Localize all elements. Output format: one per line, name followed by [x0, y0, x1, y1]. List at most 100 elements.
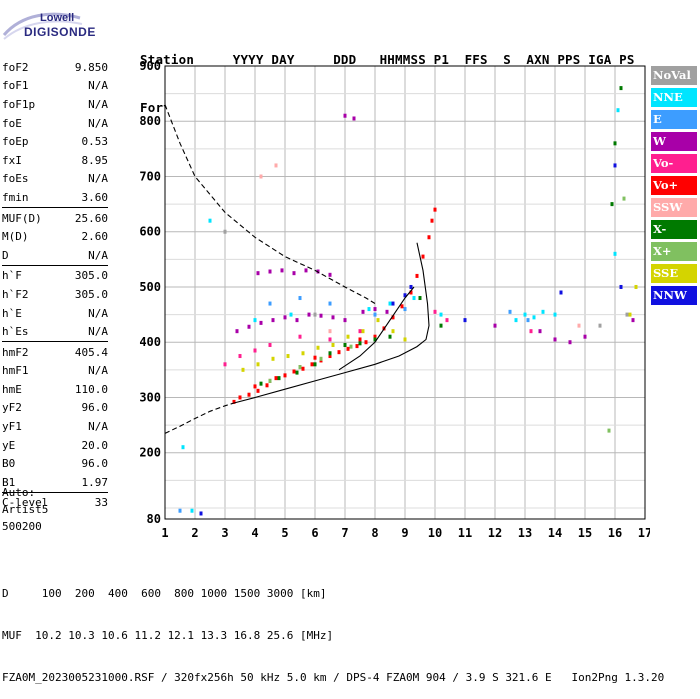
echo-point-sse: [286, 354, 290, 359]
param-name: h`E: [2, 306, 22, 320]
echo-point-vo: [247, 392, 251, 397]
echo-point-w: [631, 318, 635, 323]
echo-point-nne: [412, 296, 416, 301]
echo-point-noval: [223, 229, 227, 234]
echo-point-vo: [427, 235, 431, 240]
echo-point-x: [313, 362, 317, 367]
x-tick-label: 3: [221, 526, 228, 540]
echo-point-x: [295, 370, 299, 375]
param-value: N/A: [88, 97, 108, 111]
header-label-5: P1: [433, 52, 450, 67]
auto-code: 500200: [2, 520, 42, 533]
echo-point-vo: [358, 337, 362, 342]
param-row: foF1 N/A: [2, 77, 108, 96]
echo-point-vo: [232, 399, 236, 404]
echo-point-nnw: [613, 163, 617, 168]
echo-point-w: [553, 337, 557, 342]
footer-info: D 100 200 400 600 800 1000 1500 3000 [km…: [2, 559, 664, 699]
echo-point-vo: [433, 309, 437, 314]
param-name: hmE: [2, 382, 22, 396]
echo-point-noval: [313, 312, 317, 317]
echo-point-e: [298, 296, 302, 301]
echo-point-x: [358, 341, 362, 346]
param-value: 2.60: [81, 230, 109, 244]
echo-point-vo: [268, 342, 272, 347]
param-value: 0.53: [81, 135, 109, 149]
x-tick-label: 9: [401, 526, 408, 540]
param-row: foF2 9.850: [2, 58, 108, 77]
echo-point-sse: [628, 312, 632, 317]
echo-point-vo: [358, 329, 362, 334]
echo-point-vo: [409, 290, 413, 295]
echo-point-nnw: [559, 290, 563, 295]
echo-point-sse: [361, 329, 365, 334]
echo-point-e: [403, 307, 407, 312]
echo-point-w: [280, 268, 284, 273]
echo-point-sse: [271, 356, 275, 361]
echo-point-nne: [367, 307, 371, 312]
echo-point-w: [283, 315, 287, 320]
echo-point-sse: [256, 362, 260, 367]
legend-item-nnw: NNW: [651, 286, 697, 305]
echo-point-w: [583, 334, 587, 339]
echo-point-vo: [355, 344, 359, 349]
echo-point-w: [373, 307, 377, 312]
echo-point-nne: [181, 445, 185, 450]
legend-item-e: E: [651, 110, 697, 129]
echo-point-w: [568, 340, 572, 345]
param-row: M(D) 2.60: [2, 227, 108, 246]
legend-item-sse: SSE: [651, 264, 697, 283]
logo-line1: Lowell: [40, 12, 75, 24]
echo-point-vo: [433, 207, 437, 212]
echo-point-x: [343, 342, 347, 347]
echo-point-x: [328, 351, 332, 356]
ionogram-chart: 1 2 3 4 5 6 7 8 9 10 11 12 13 14 15 16 17802003004005006…: [139, 59, 650, 540]
echo-point-nne: [439, 312, 443, 317]
echo-point-vo: [298, 334, 302, 339]
echo-point-w: [361, 309, 365, 314]
echo-point-nnw: [409, 284, 413, 289]
param-row: yF1 N/A: [2, 417, 108, 436]
param-name: B1: [2, 475, 16, 489]
param-row: fxI 8.95: [2, 151, 108, 170]
param-value: 96.0: [81, 401, 109, 415]
echo-point-w: [271, 318, 275, 323]
param-value: 110.0: [74, 382, 108, 396]
echo-point-vo: [337, 350, 341, 355]
echo-point-x: [610, 202, 614, 207]
param-value: N/A: [88, 364, 108, 378]
echo-point-w: [247, 324, 251, 329]
echo-point-w: [319, 313, 323, 318]
param-row: hmF2 405.4: [2, 343, 108, 362]
echo-point-vo: [391, 315, 395, 320]
x-tick-label: 11: [458, 526, 472, 540]
header-label-8: AXN: [526, 52, 550, 67]
x-tick-label: 2: [191, 526, 198, 540]
auto-software: Artist5: [2, 503, 49, 516]
param-value: 3.60: [81, 190, 109, 204]
y-tick-label: 700: [139, 169, 161, 183]
echo-point-nne: [553, 312, 557, 317]
x-tick-label: 17: [638, 526, 650, 540]
trace-curve: [338, 286, 415, 371]
echo-point-w: [328, 272, 332, 277]
echo-point-nnw: [619, 284, 623, 289]
plot-frame: [164, 65, 646, 520]
y-tick-label: 400: [139, 335, 161, 349]
param-value: N/A: [88, 306, 108, 320]
y-tick-label: 900: [139, 59, 161, 73]
param-name: yF1: [2, 420, 22, 434]
param-separator: [2, 491, 108, 493]
echo-point-vo: [265, 383, 269, 388]
echo-point-e: [178, 508, 182, 513]
param-name: yF2: [2, 401, 22, 415]
param-value: 1.97: [81, 475, 109, 489]
legend-item-x: X+: [651, 242, 697, 261]
param-name: foF1: [2, 79, 29, 93]
param-value: 305.0: [74, 287, 108, 301]
echo-point-x: [298, 365, 302, 370]
echo-point-ssw: [577, 323, 581, 328]
echo-point-ssw: [274, 163, 278, 168]
y-tick-label: 80: [147, 512, 161, 526]
legend-item-w: W: [651, 132, 697, 151]
